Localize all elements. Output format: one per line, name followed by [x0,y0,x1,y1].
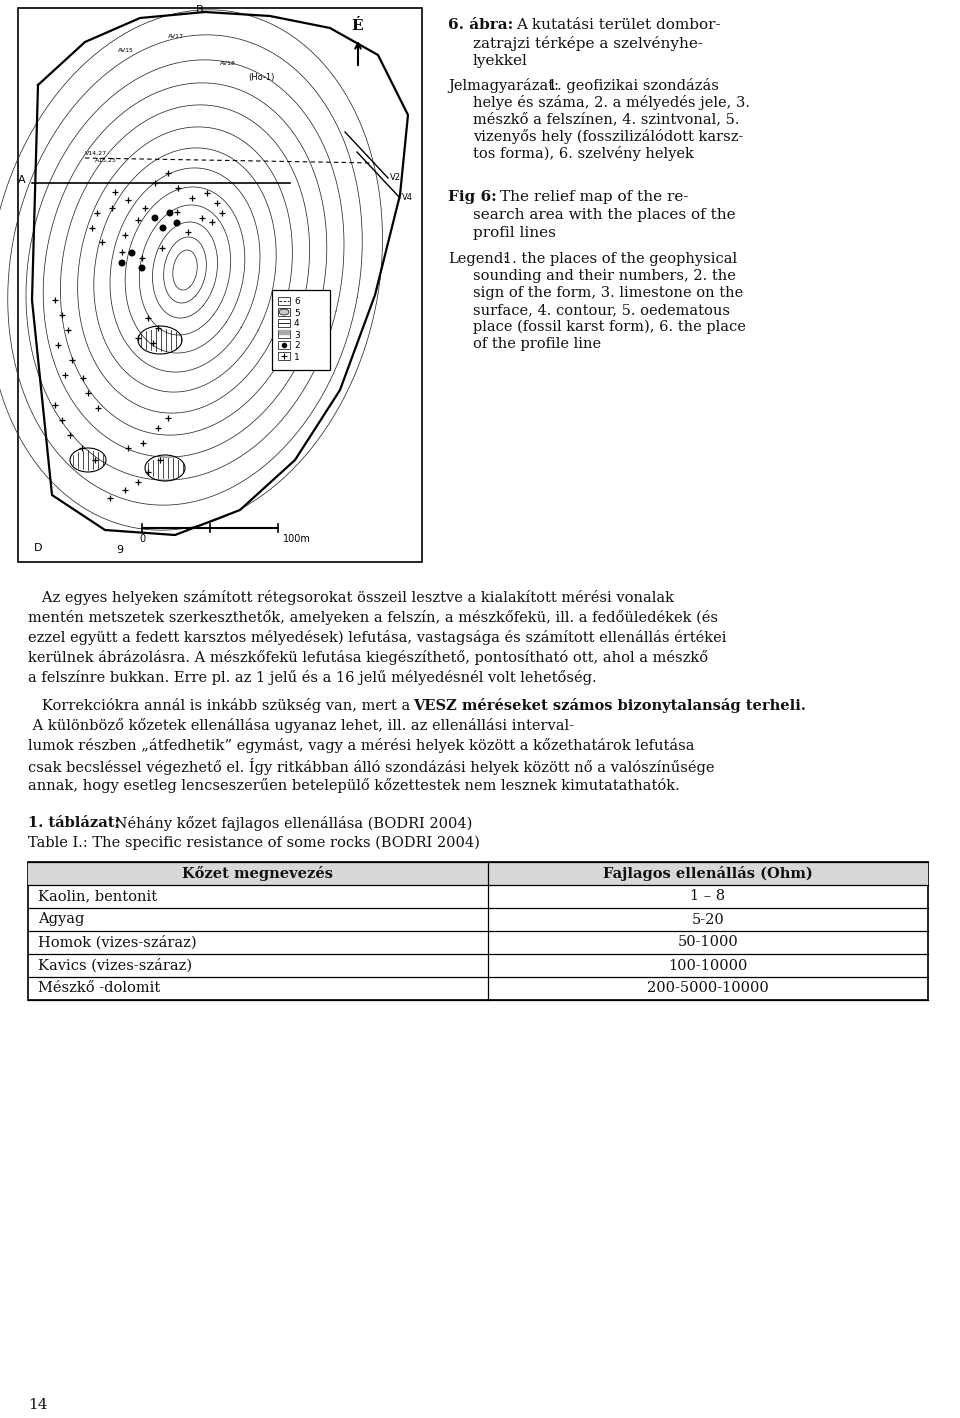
Text: Fajlagos ellenállás (Ohm): Fajlagos ellenállás (Ohm) [603,866,813,881]
Text: 6: 6 [294,298,300,306]
Text: 1 – 8: 1 – 8 [690,889,726,903]
Text: 5: 5 [294,309,300,318]
Text: (Ho-1): (Ho-1) [248,72,275,82]
Ellipse shape [279,309,289,315]
Circle shape [167,210,173,216]
Text: 1. táblázat:: 1. táblázat: [28,815,120,830]
Text: helye és száma, 2. a mélyedés jele, 3.: helye és száma, 2. a mélyedés jele, 3. [473,95,750,111]
Text: 100m: 100m [283,535,311,545]
Text: A15,25: A15,25 [95,157,117,163]
Text: 1: 1 [294,353,300,362]
Bar [278,308,290,316]
Text: V2: V2 [390,173,401,182]
Text: É: É [351,18,363,33]
Bar [18,9,422,562]
Text: mentén metszetek szerkeszthetők, amelyeken a felszín, a mészkőfekü, ill. a fedőü: mentén metszetek szerkeszthetők, amelyek… [28,610,718,625]
Circle shape [174,220,180,225]
Bar [278,296,290,305]
Text: mészkő a felszínen, 4. szintvonal, 5.: mészkő a felszínen, 4. szintvonal, 5. [473,112,739,126]
Circle shape [130,250,134,255]
Text: 1. geofizikai szondázás: 1. geofizikai szondázás [548,78,719,94]
Text: V14,27: V14,27 [85,150,108,156]
Text: place (fossil karst form), 6. the place: place (fossil karst form), 6. the place [473,320,746,335]
Text: 5-20: 5-20 [691,913,725,926]
Text: A: A [18,174,26,184]
Text: profil lines: profil lines [473,225,556,240]
Circle shape [160,225,166,231]
Text: 14: 14 [28,1398,47,1412]
Text: V4: V4 [402,193,413,201]
Text: Korrekciókra annál is inkább szükség van, mert a: Korrekciókra annál is inkább szükség van… [28,698,415,713]
Text: AV18: AV18 [220,61,236,67]
Text: Homok (vizes-száraz): Homok (vizes-száraz) [38,936,197,950]
Text: AV17: AV17 [168,34,184,40]
Text: Agyag: Agyag [38,913,84,926]
Text: AV15: AV15 [118,48,133,52]
Text: 200-5000-10000: 200-5000-10000 [647,981,769,995]
Text: 4: 4 [294,319,300,329]
Text: search area with the places of the: search area with the places of the [473,208,735,223]
Text: Jelmagyarázat:: Jelmagyarázat: [448,78,559,94]
Bar [28,862,928,1000]
Text: kerülnek ábrázolásra. A mészkőfekü lefutása kiegészíthető, pontosítható ott, aho: kerülnek ábrázolásra. A mészkőfekü lefut… [28,649,708,665]
Text: Fig 6:: Fig 6: [448,190,496,204]
Bar [278,330,290,337]
Bar [278,340,290,349]
Text: 50-1000: 50-1000 [678,936,738,950]
Text: zatrajzi térképe a szelvényhe-: zatrajzi térképe a szelvényhe- [473,35,703,51]
Text: VESZ méréseket számos bizonytalanság terheli.: VESZ méréseket számos bizonytalanság ter… [413,698,805,713]
Text: Mészkő -dolomit: Mészkő -dolomit [38,981,160,995]
Bar [272,291,330,370]
Text: Table I.: The specific resistance of some rocks (BODRI 2004): Table I.: The specific resistance of som… [28,837,480,851]
Text: annak, hogy esetleg lencseszerűen betelepülő kőzettestek nem lesznek kimutatatha: annak, hogy esetleg lencseszerűen betele… [28,778,680,793]
Text: a felszínre bukkan. Erre pl. az 1 jelű és a 16 jelű mélyedésnél volt lehetőség.: a felszínre bukkan. Erre pl. az 1 jelű é… [28,669,596,685]
Bar [278,352,290,360]
Text: Kavics (vizes-száraz): Kavics (vizes-száraz) [38,959,192,973]
Text: lyekkel: lyekkel [473,54,528,68]
Text: lumok részben „átfedhetik” egymást, vagy a mérési helyek között a kőzethatárok l: lumok részben „átfedhetik” egymást, vagy… [28,737,694,753]
Text: The relief map of the re-: The relief map of the re- [500,190,688,204]
Text: vizenyős hely (fosszilizálódott karsz-: vizenyős hely (fosszilizálódott karsz- [473,129,743,145]
Text: sign of the form, 3. limestone on the: sign of the form, 3. limestone on the [473,286,743,301]
Text: csak becsléssel végezhető el. Így ritkábban álló szondázási helyek között nő a v: csak becsléssel végezhető el. Így ritkáb… [28,759,714,776]
Text: B: B [196,6,204,16]
Circle shape [119,259,125,265]
Text: A kutatási terület dombor-: A kutatási terület dombor- [516,18,721,33]
Text: ezzel együtt a fedett karsztos mélyedések) lefutása, vastagsága és számított ell: ezzel együtt a fedett karsztos mélyedése… [28,630,727,645]
Text: Néhány kőzet fajlagos ellenállása (BODRI 2004): Néhány kőzet fajlagos ellenállása (BODRI… [110,815,472,831]
Text: Az egyes helyeken számított rétegsorokat összeil lesztve a kialakított mérési vo: Az egyes helyeken számított rétegsorokat… [28,590,674,605]
Bar [278,319,290,328]
Bar [28,862,928,885]
Text: of the profile line: of the profile line [473,337,601,352]
Text: Legend:: Legend: [448,252,508,267]
Text: A különböző kőzetek ellenállása ugyanaz lehet, ill. az ellenállási interval-: A különböző kőzetek ellenállása ugyanaz … [28,718,574,733]
Text: surface, 4. contour, 5. oedematous: surface, 4. contour, 5. oedematous [473,303,730,318]
Text: 1. the places of the geophysical: 1. the places of the geophysical [503,252,737,267]
Text: 9: 9 [116,545,124,554]
Circle shape [153,216,157,221]
Text: 3: 3 [294,330,300,339]
Text: sounding and their numbers, 2. the: sounding and their numbers, 2. the [473,269,736,284]
Text: 0: 0 [139,535,145,545]
Text: tos forma), 6. szelvény helyek: tos forma), 6. szelvény helyek [473,146,694,162]
Text: 100-10000: 100-10000 [668,959,748,973]
Text: 2: 2 [294,342,300,350]
Text: Kőzet megnevezés: Kőzet megnevezés [182,866,333,881]
Text: Kaolin, bentonit: Kaolin, bentonit [38,889,157,903]
Text: D: D [34,543,42,553]
Text: 6. ábra:: 6. ábra: [448,18,514,33]
Circle shape [139,265,145,271]
